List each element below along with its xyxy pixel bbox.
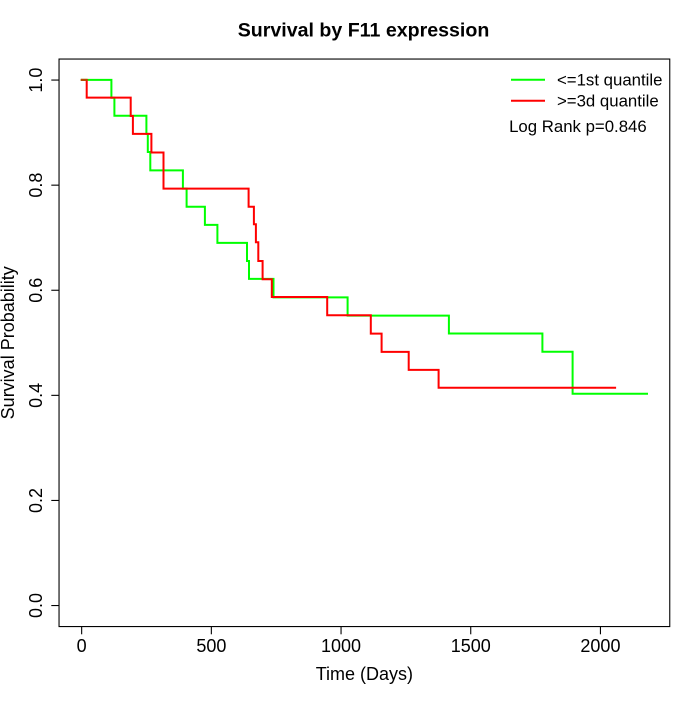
svg-text:0.4: 0.4 — [26, 383, 46, 408]
svg-text:1000: 1000 — [321, 636, 361, 656]
svg-text:1.0: 1.0 — [26, 68, 46, 93]
svg-text:500: 500 — [196, 636, 226, 656]
svg-text:0: 0 — [77, 636, 87, 656]
svg-text:<=1st quantile: <=1st quantile — [557, 71, 662, 90]
svg-text:>=3d quantile: >=3d quantile — [557, 92, 659, 111]
svg-text:Survival by F11 expression: Survival by F11 expression — [238, 20, 490, 42]
svg-text:0.8: 0.8 — [26, 173, 46, 198]
svg-text:2000: 2000 — [580, 636, 620, 656]
svg-text:0.6: 0.6 — [26, 278, 46, 303]
svg-text:Time (Days): Time (Days) — [316, 664, 413, 684]
svg-text:0.2: 0.2 — [26, 488, 46, 513]
svg-text:1500: 1500 — [451, 636, 491, 656]
svg-text:0.0: 0.0 — [26, 593, 46, 618]
svg-text:Log Rank p=0.846: Log Rank p=0.846 — [509, 117, 647, 136]
svg-text:Survival Probability: Survival Probability — [0, 266, 18, 419]
